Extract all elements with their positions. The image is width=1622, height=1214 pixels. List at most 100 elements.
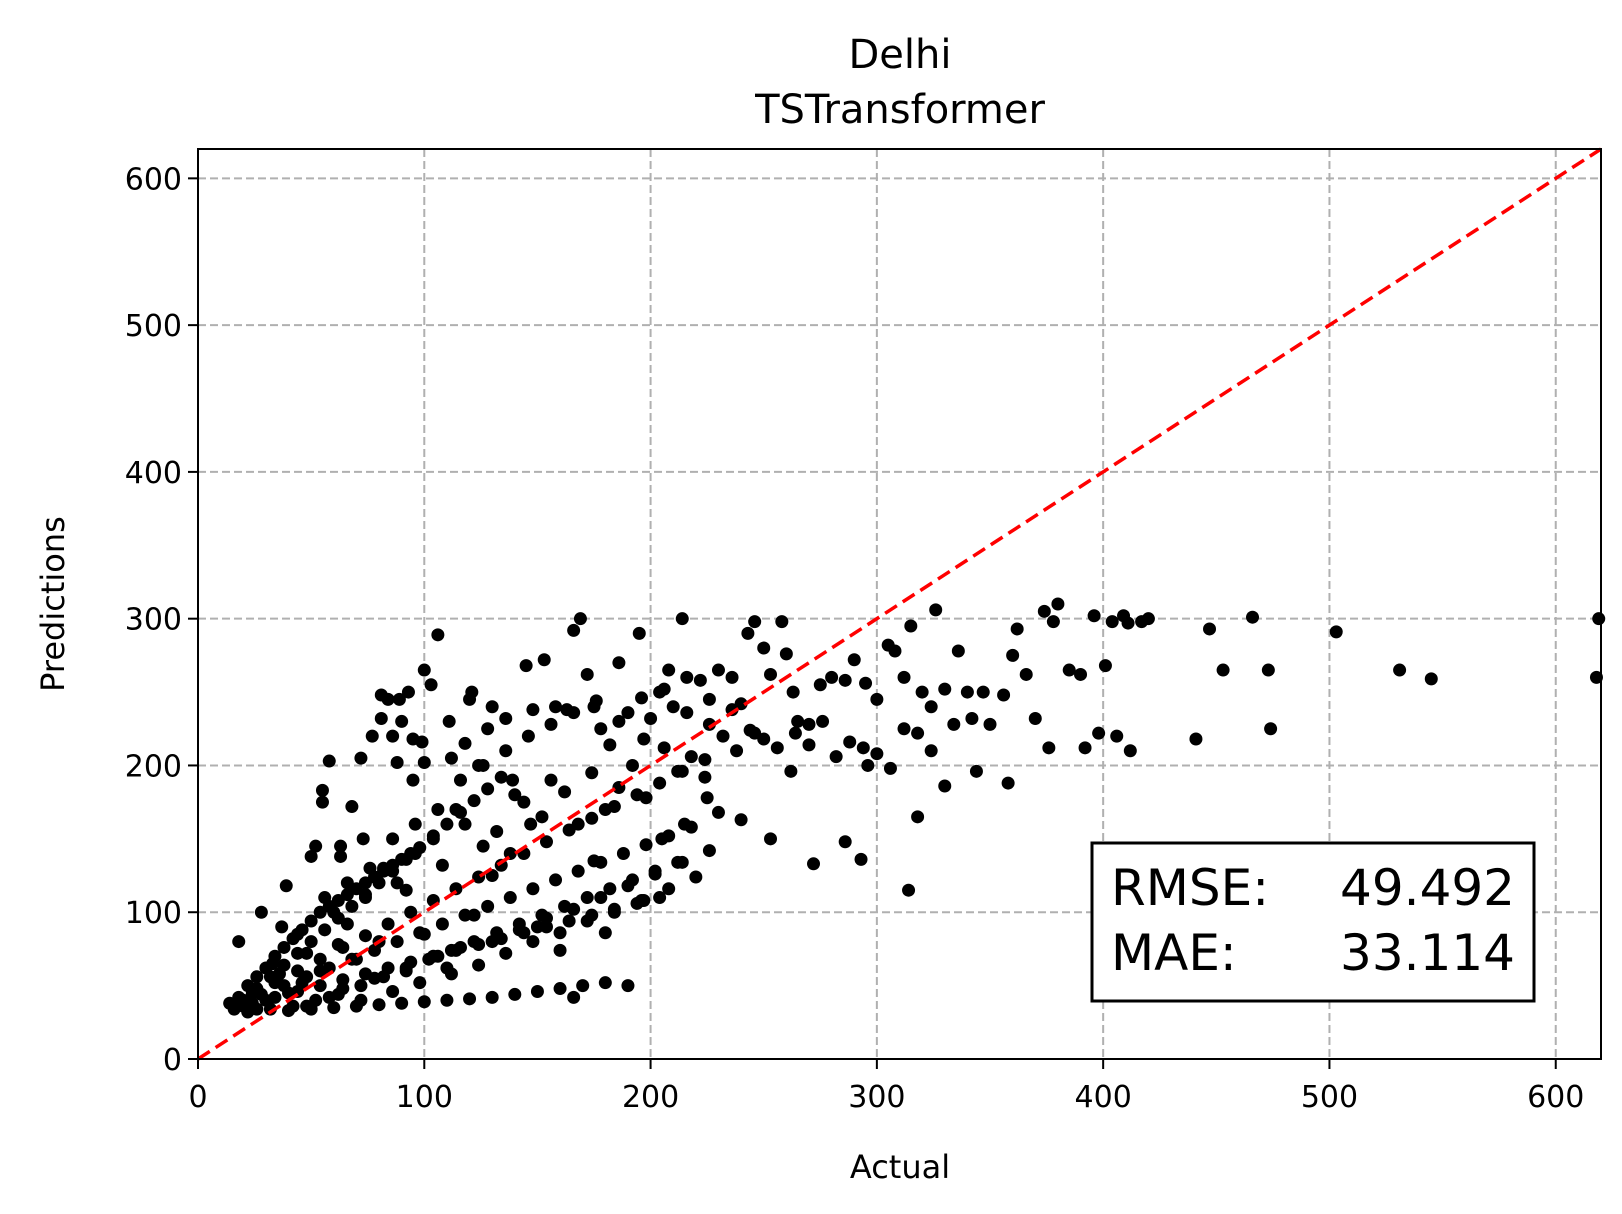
data-point [816,714,830,728]
data-point [662,663,676,677]
data-point [1329,625,1343,639]
data-point [632,626,646,640]
data-point [657,741,671,755]
data-point [300,946,314,960]
data-point [571,864,585,878]
data-point [277,958,291,972]
data-point [1078,741,1092,755]
data-point [435,917,449,931]
data-point [356,832,370,846]
data-point [1261,663,1275,677]
data-point [558,899,572,913]
data-point [567,623,581,637]
data-point [870,692,884,706]
data-point [1189,732,1203,746]
data-point [1589,670,1603,684]
data-point [573,612,587,626]
data-point [426,949,440,963]
x-axis-label: Actual [850,1148,950,1186]
data-point [897,670,911,684]
data-point [883,761,897,775]
data-point [616,847,630,861]
data-point [598,976,612,990]
data-point [653,776,667,790]
data-point [625,758,639,772]
data-point [499,946,513,960]
y-tick-label: 600 [125,162,182,197]
data-point [562,823,576,837]
x-tick-label: 0 [188,1080,207,1115]
data-point [268,949,282,963]
data-point [413,976,427,990]
data-point [997,688,1011,702]
data-point [621,706,635,720]
data-point [965,711,979,725]
stats-box-frame [1090,841,1536,1003]
rmse-value: 49.492 [1340,859,1515,917]
data-point [526,703,540,717]
data-point [730,744,744,758]
data-point [537,653,551,667]
data-point [521,729,535,743]
data-point [734,813,748,827]
data-point [702,844,716,858]
data-point [334,839,348,853]
data-point [277,940,291,954]
data-point [424,678,438,692]
data-point [499,744,513,758]
data-point [938,682,952,696]
data-point [580,667,594,681]
data-point [390,756,404,770]
data-point [791,714,805,728]
data-point [911,810,925,824]
data-point [304,935,318,949]
data-point [381,692,395,706]
data-point [442,714,456,728]
data-point [1098,659,1112,673]
data-point [698,770,712,784]
data-point [1393,663,1407,677]
data-point [802,717,816,731]
data-point [390,876,404,890]
data-point [485,990,499,1004]
data-point [415,735,429,749]
data-point [675,612,689,626]
data-point [508,987,522,1001]
data-point [354,751,368,765]
data-point [725,670,739,684]
data-point [413,926,427,940]
data-point [630,788,644,802]
data-point [764,832,778,846]
y-axis-label: Predictions [34,516,72,692]
data-point [1019,667,1033,681]
data-point [517,926,531,940]
data-point [662,829,676,843]
data-point [1203,622,1217,636]
data-point [431,628,445,642]
data-point [431,802,445,816]
data-point [983,717,997,731]
data-point [467,794,481,808]
data-point [254,905,268,919]
data-point [526,882,540,896]
data-point [1006,648,1020,662]
data-point [331,911,345,925]
data-point [1105,615,1119,629]
data-point [463,992,477,1006]
x-tick-label: 200 [622,1080,679,1115]
data-point [711,663,725,677]
data-point [481,722,495,736]
y-tick-label: 500 [125,309,182,344]
data-point [444,751,458,765]
data-point [386,729,400,743]
data-point [748,615,762,629]
data-point [535,810,549,824]
data-point [440,817,454,831]
data-point [779,647,793,661]
data-point [902,883,916,897]
data-point [1010,622,1024,636]
data-point [472,958,486,972]
data-point [639,838,653,852]
data-point [453,805,467,819]
